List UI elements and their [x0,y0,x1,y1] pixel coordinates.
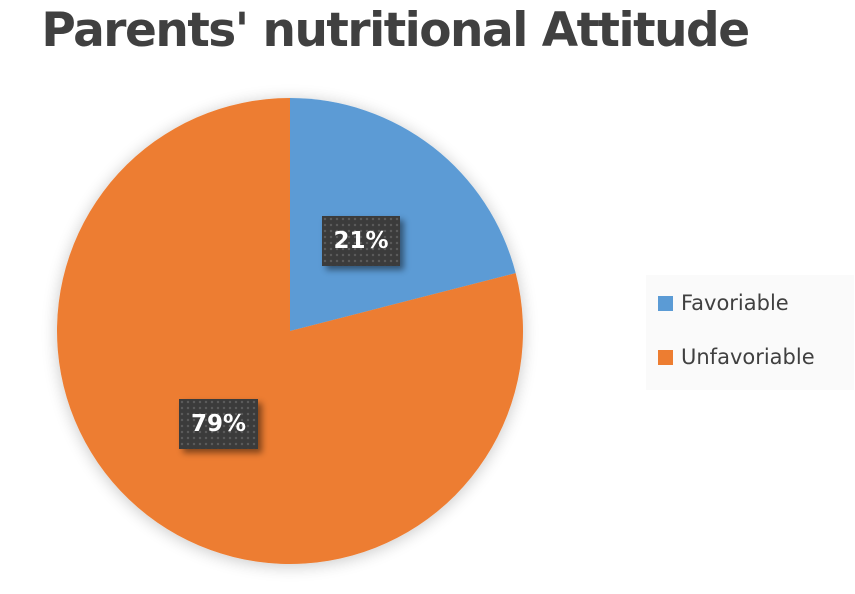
legend-swatch-unfavoriable [658,349,673,365]
legend-label: Unfavoriable [681,345,815,369]
legend-item-unfavoriable[interactable]: Unfavoriable [658,345,815,369]
data-label-favoriable: 21% [322,216,400,266]
legend-swatch-favoriable [658,295,673,311]
chart-legend: Favoriable Unfavoriable [646,275,854,390]
pie-graphic [57,97,524,564]
pie-slice-unfavoriable[interactable] [57,98,524,564]
pie-slice-favoriable[interactable] [290,97,516,331]
legend-item-favoriable[interactable]: Favoriable [658,291,789,315]
pie-chart: 21% 79% [57,97,524,564]
data-label-unfavoriable: 79% [179,399,258,449]
legend-label: Favoriable [681,291,789,315]
chart-title: Parents' nutritional Attitude [41,3,750,58]
